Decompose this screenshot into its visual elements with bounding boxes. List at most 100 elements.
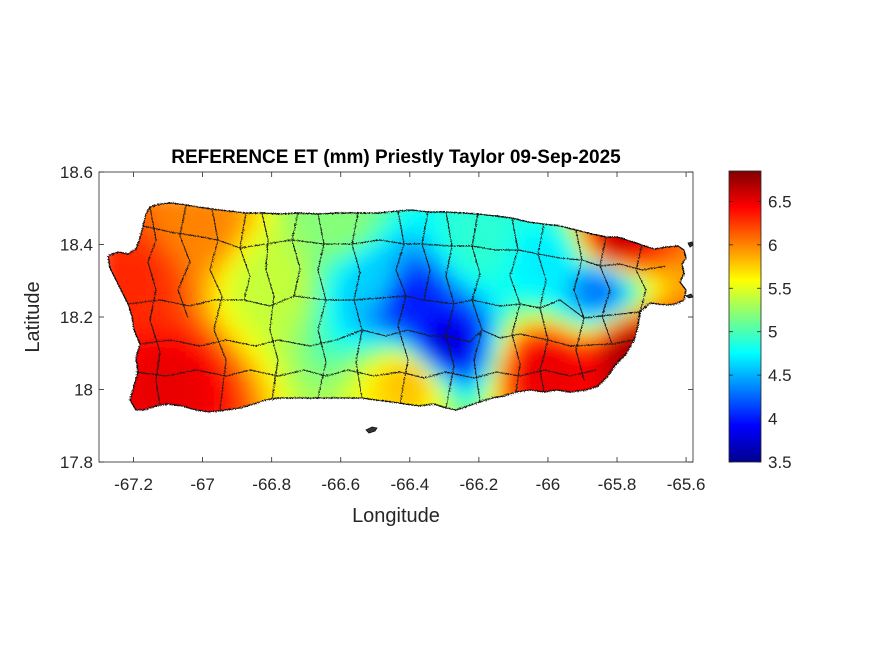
- field-cell: [439, 344, 451, 356]
- field-cell: [519, 224, 531, 236]
- field-cell: [299, 334, 311, 346]
- field-cell: [639, 254, 651, 266]
- field-cell: [229, 344, 241, 356]
- field-cell: [319, 274, 331, 286]
- field-cell: [439, 354, 451, 366]
- field-cell: [489, 224, 501, 236]
- field-cell: [379, 254, 391, 266]
- field-cell: [429, 264, 441, 276]
- field-cell: [359, 264, 371, 276]
- field-cell: [379, 274, 391, 286]
- field-cell: [599, 264, 611, 276]
- municipality-line: [142, 225, 667, 271]
- field-cell: [309, 334, 321, 346]
- field-cell: [379, 364, 391, 376]
- field-cell: [609, 304, 621, 316]
- field-cell: [519, 274, 531, 286]
- field-cell: [389, 314, 401, 326]
- field-cell: [629, 274, 641, 286]
- field-cell: [559, 284, 571, 296]
- field-cell: [279, 264, 291, 276]
- field-cell: [309, 284, 321, 296]
- field-cell: [529, 284, 541, 296]
- field-cell: [229, 304, 241, 316]
- colorbar-tick-label: 4.5: [768, 366, 792, 385]
- field-cell: [569, 244, 581, 256]
- field-cell: [369, 264, 381, 276]
- field-cell: [159, 224, 171, 236]
- field-cell: [449, 324, 461, 336]
- field-cell: [619, 274, 631, 286]
- field-cell: [309, 314, 321, 326]
- field-cell: [549, 244, 561, 256]
- field-cell: [249, 224, 261, 236]
- field-cell: [209, 394, 221, 406]
- field-cell: [209, 324, 221, 336]
- field-cell: [439, 304, 451, 316]
- field-cell: [269, 264, 281, 276]
- field-cell: [149, 374, 161, 386]
- field-cell: [579, 374, 591, 386]
- field-cell: [479, 384, 491, 396]
- colorbar: [728, 170, 762, 463]
- field-cell: [359, 274, 371, 286]
- field-cell: [389, 264, 401, 276]
- field-cell: [439, 234, 451, 246]
- field-cell: [169, 254, 181, 266]
- field-cell: [579, 274, 591, 286]
- field-cell: [579, 354, 591, 366]
- field-cell: [249, 284, 261, 296]
- field-cell: [299, 244, 311, 256]
- field-cell: [309, 254, 321, 266]
- field-cell: [189, 274, 201, 286]
- field-cell: [169, 334, 181, 346]
- x-tick-label: -66.8: [252, 475, 291, 494]
- municipality-line: [573, 229, 585, 381]
- field-cell: [309, 244, 321, 256]
- field-cell: [119, 264, 131, 276]
- field-cell: [199, 344, 211, 356]
- municipality-line: [239, 212, 251, 301]
- municipality-line: [127, 295, 641, 319]
- small-islands: [365, 241, 694, 434]
- field-cell: [139, 274, 151, 286]
- field-cell: [419, 244, 431, 256]
- field-cell: [409, 334, 421, 346]
- field-cell: [509, 344, 521, 356]
- y-tick-label: 18.2: [60, 308, 93, 327]
- field-cell: [309, 354, 321, 366]
- x-axis-label: Longitude: [352, 505, 440, 527]
- field-cell: [409, 364, 421, 376]
- field-cell: [529, 314, 541, 326]
- field-cell: [119, 254, 131, 266]
- field-cell: [449, 314, 461, 326]
- field-cell: [199, 214, 211, 226]
- field-cell: [439, 224, 451, 236]
- municipality-line: [599, 236, 613, 345]
- field-cell: [229, 254, 241, 266]
- field-cell: [189, 244, 201, 256]
- field-cell: [339, 324, 351, 336]
- field-cell: [499, 264, 511, 276]
- municipality-line: [291, 212, 301, 297]
- field-cell: [459, 214, 471, 226]
- field-cell: [429, 344, 441, 356]
- field-cell: [499, 314, 511, 326]
- field-cell: [409, 244, 421, 256]
- field-cell: [219, 224, 231, 236]
- field-cell: [539, 284, 551, 296]
- field-cell: [229, 404, 241, 412]
- field-cell: [309, 344, 321, 356]
- field-cell: [299, 384, 311, 396]
- field-cell: [339, 374, 351, 386]
- field-cell: [459, 334, 471, 346]
- field-cell: [369, 344, 381, 356]
- field-cell: [159, 334, 171, 346]
- field-cell: [479, 354, 491, 366]
- field-cell: [679, 244, 686, 256]
- field-cell: [449, 394, 461, 406]
- field-cell: [459, 274, 471, 286]
- field-cell: [379, 344, 391, 356]
- field-cell: [299, 224, 311, 236]
